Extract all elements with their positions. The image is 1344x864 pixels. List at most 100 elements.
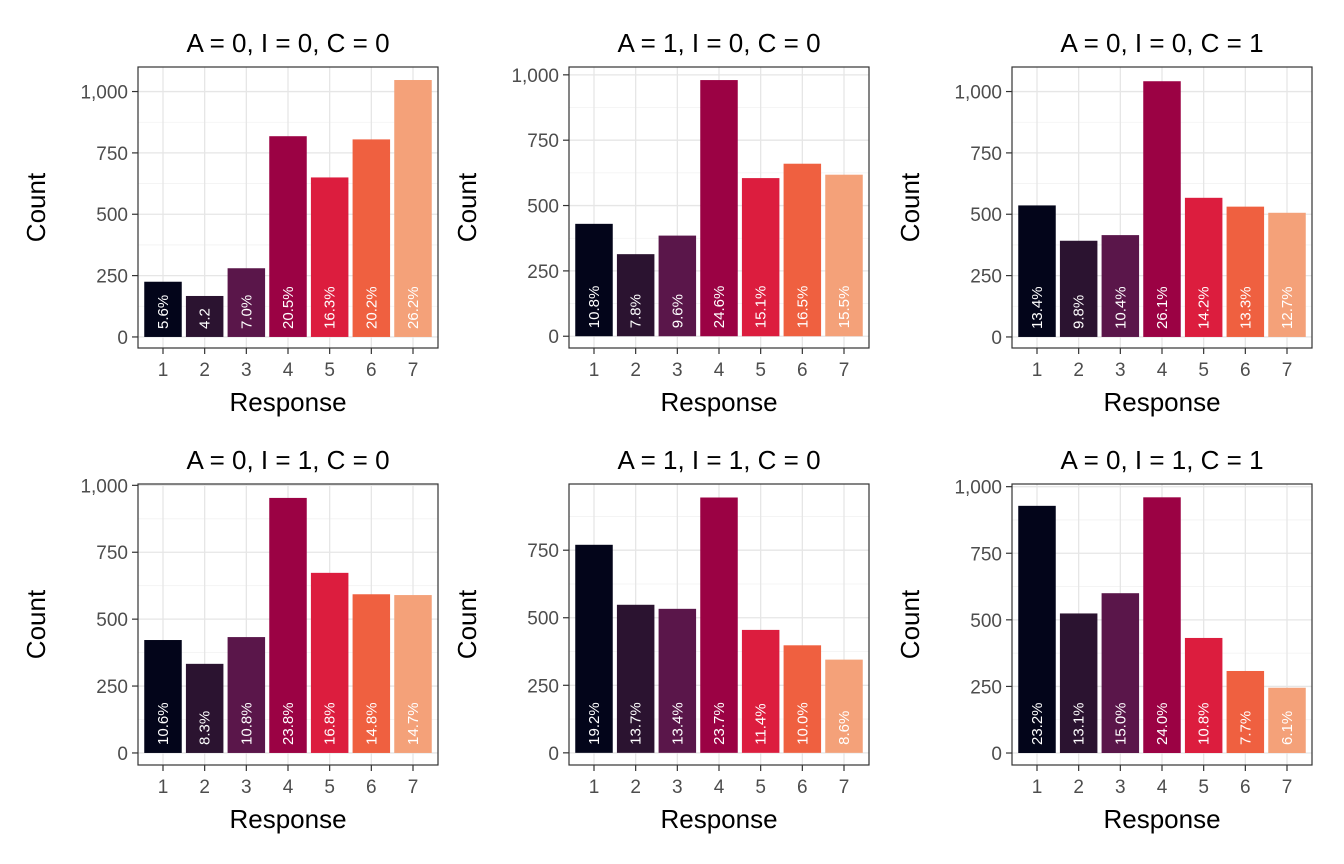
bar-percentage-label: 15.5% [836, 286, 853, 329]
bar-response-6 [783, 645, 822, 753]
bar-percentage-label: 10.8% [586, 286, 603, 329]
x-tick-label: 4 [1157, 360, 1168, 381]
x-tick-label: 4 [283, 360, 294, 381]
bar-percentage-label: 7.8% [628, 294, 645, 328]
y-tick-label: 250 [970, 267, 1002, 288]
bar-response-7 [825, 659, 863, 753]
y-tick-label: 750 [970, 144, 1002, 165]
y-axis-title: Count [452, 172, 482, 242]
bar-response-1 [575, 223, 613, 337]
x-tick-label: 6 [366, 360, 377, 381]
bar-response-6 [1226, 206, 1265, 337]
bar-response-4 [269, 136, 307, 337]
y-tick-label: 750 [96, 543, 128, 564]
bar-percentage-label: 14.8% [363, 702, 380, 745]
bar-response-5 [1184, 637, 1223, 754]
x-tick-label: 3 [1115, 360, 1126, 381]
bar-response-3 [658, 608, 697, 753]
x-tick-label: 1 [589, 777, 600, 798]
x-axis-title: Response [1103, 387, 1220, 417]
bar-response-6 [783, 163, 822, 337]
x-tick-label: 7 [839, 360, 850, 381]
x-tick-label: 7 [839, 777, 850, 798]
x-tick-label: 4 [283, 777, 294, 798]
x-tick-label: 4 [1157, 777, 1168, 798]
x-axis-title: Response [660, 387, 777, 417]
bar-percentage-label: 15.0% [1112, 702, 1129, 745]
chart-panel-5: 19.2% 13.7% 13.4% 23.7% 11.4% 10.0% 8.6% 0 250 50… [452, 445, 870, 834]
bar-percentage-label: 10.6% [155, 702, 172, 745]
y-tick-label: 0 [991, 744, 1002, 765]
bar-percentage-label: 13.4% [1029, 286, 1046, 329]
chart-panel-4: 10.6% 8.3% 10.8% 23.8% 16.8% 14.8% 14.7% 0 250 50… [21, 445, 439, 834]
x-tick-label: 5 [324, 777, 335, 798]
bar-response-3 [227, 268, 266, 337]
x-tick-label: 6 [1240, 777, 1251, 798]
x-tick-label: 6 [797, 777, 808, 798]
bar-response-5 [741, 629, 780, 753]
y-axis-title: Count [895, 172, 925, 242]
x-tick-label: 2 [1073, 777, 1084, 798]
bar-response-7 [394, 80, 432, 337]
x-tick-label: 5 [1198, 777, 1209, 798]
x-tick-label: 1 [158, 777, 169, 798]
bar-percentage-label: 26.1% [1154, 286, 1171, 329]
y-tick-label: 0 [117, 744, 128, 765]
bar-percentage-label: 26.2% [405, 286, 422, 329]
bar-percentage-label: 16.8% [322, 702, 339, 745]
bar-response-3 [658, 235, 697, 337]
x-tick-label: 3 [241, 777, 252, 798]
bar-response-2 [185, 295, 224, 337]
x-tick-label: 2 [630, 777, 641, 798]
bar-percentage-label: 13.7% [628, 702, 645, 745]
y-tick-label: 500 [970, 205, 1002, 226]
bar-percentage-label: 11.4% [753, 703, 770, 744]
y-tick-label: 0 [548, 744, 559, 765]
bar-response-2 [185, 663, 224, 753]
y-tick-label: 1,000 [954, 478, 1002, 499]
bar-percentage-label: 9.8% [1071, 295, 1088, 329]
x-tick-label: 3 [672, 777, 683, 798]
bar-response-2 [1059, 240, 1098, 337]
x-tick-label: 3 [672, 360, 683, 381]
x-tick-label: 5 [755, 360, 766, 381]
x-axis-title: Response [660, 804, 777, 834]
y-tick-label: 0 [548, 327, 559, 348]
bar-response-1 [144, 281, 182, 337]
bar-percentage-label: 20.2% [363, 286, 380, 329]
bar-response-3 [227, 637, 266, 753]
bar-percentage-label: 7.7% [1237, 711, 1254, 745]
bar-response-5 [310, 177, 349, 337]
bar-response-1 [575, 544, 613, 753]
panel-title: A = 0, I = 0, C = 1 [1060, 28, 1263, 58]
bar-response-3 [1101, 235, 1140, 337]
chart-panel-3: 13.4% 9.8% 10.4% 26.1% 14.2% 13.3% 12.7% 0 250 50… [895, 28, 1313, 417]
panel-title: A = 0, I = 1, C = 1 [1060, 445, 1263, 475]
y-tick-label: 250 [527, 262, 559, 283]
bar-percentage-label: 16.5% [794, 286, 811, 329]
x-axis-title: Response [229, 387, 346, 417]
bar-response-6 [352, 139, 391, 337]
y-tick-label: 500 [527, 197, 559, 218]
bar-response-2 [616, 254, 655, 337]
x-tick-label: 5 [1198, 360, 1209, 381]
bar-response-5 [741, 178, 780, 337]
y-tick-label: 1,000 [80, 83, 128, 104]
bar-percentage-label: 6.1% [1279, 711, 1296, 745]
bar-response-3 [1101, 593, 1140, 754]
bar-response-4 [1143, 81, 1181, 337]
bar-response-4 [700, 80, 738, 337]
bar-percentage-label: 13.1% [1071, 702, 1088, 745]
bar-percentage-label: 13.3% [1237, 286, 1254, 329]
bar-response-2 [1059, 613, 1098, 754]
chart-panel-6: 23.2% 13.1% 15.0% 24.0% 10.8% 7.7% 6.1% 0 250 500… [895, 445, 1313, 834]
y-tick-label: 500 [970, 611, 1002, 632]
bar-response-1 [1018, 505, 1056, 754]
bar-percentage-label: 15.1% [753, 286, 770, 329]
bar-response-7 [825, 174, 863, 337]
x-tick-label: 3 [1115, 777, 1126, 798]
bar-response-6 [352, 594, 391, 753]
x-tick-label: 1 [589, 360, 600, 381]
x-tick-label: 6 [797, 360, 808, 381]
x-tick-label: 6 [1240, 360, 1251, 381]
